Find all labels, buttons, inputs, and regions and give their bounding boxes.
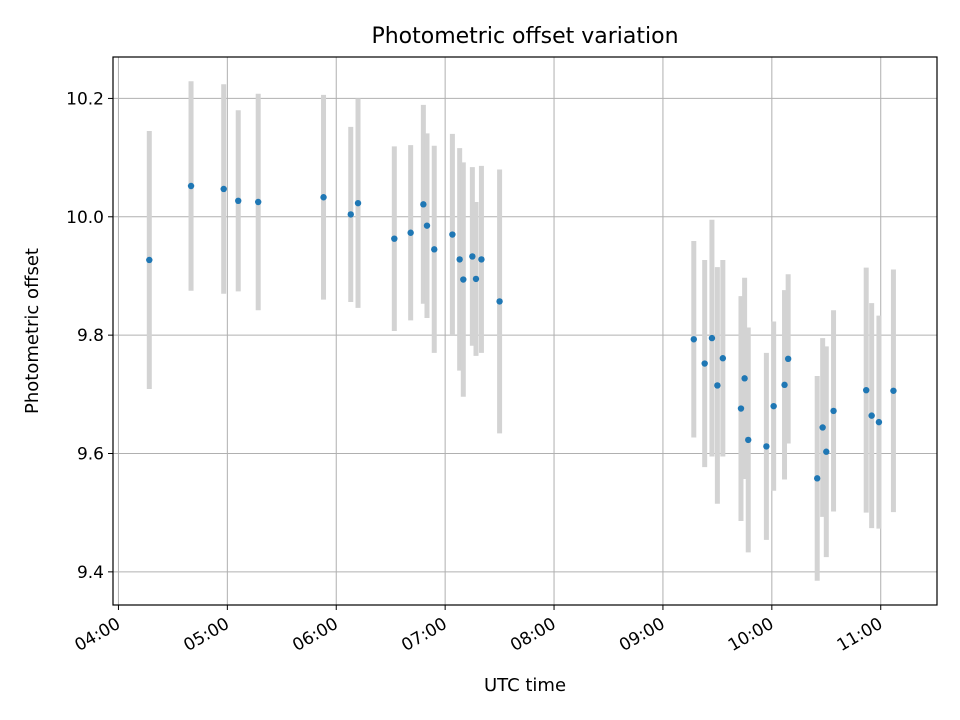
data-point <box>460 276 467 283</box>
data-point <box>868 412 875 419</box>
data-point <box>449 231 456 238</box>
y-tick-label: 10.2 <box>66 89 104 109</box>
data-point <box>701 360 708 367</box>
data-point <box>781 381 788 389</box>
data-point <box>391 235 398 242</box>
data-point <box>823 448 830 455</box>
data-point <box>320 194 327 201</box>
data-point <box>469 253 476 260</box>
data-point <box>784 355 792 363</box>
data-point <box>714 382 721 389</box>
y-axis-ticks: 9.4 9.6 9.8 10.0 10.2 <box>66 89 113 583</box>
data-point <box>496 298 503 305</box>
data-point <box>235 197 242 205</box>
data-point <box>347 211 354 218</box>
data-point <box>708 334 716 342</box>
data-point <box>478 256 485 263</box>
data-point <box>819 424 826 431</box>
data-point <box>863 386 870 394</box>
y-tick-label: 10.0 <box>66 208 104 228</box>
data-point <box>254 198 262 206</box>
y-tick-label: 9.6 <box>77 445 104 465</box>
y-axis-label: Photometric offset <box>22 248 43 414</box>
data-point <box>890 387 897 394</box>
data-point <box>814 475 821 482</box>
data-point <box>719 355 727 362</box>
data-point <box>763 443 770 450</box>
plot-frame <box>112 56 938 606</box>
data-point <box>431 246 438 253</box>
data-point <box>690 336 697 343</box>
grid-lines <box>113 57 937 605</box>
data-point <box>187 182 195 190</box>
data-point <box>220 185 227 193</box>
data-point <box>770 402 777 410</box>
data-point <box>456 256 463 263</box>
data-point <box>423 222 431 229</box>
data-point <box>354 199 362 207</box>
y-tick-label: 9.8 <box>77 326 104 346</box>
chart-title: Photometric offset variation <box>371 24 678 49</box>
data-point <box>407 229 414 236</box>
x-axis-label: UTC time <box>484 675 566 696</box>
data-point <box>420 201 427 208</box>
data-point <box>472 275 480 283</box>
y-tick-label: 9.4 <box>77 563 104 583</box>
data-point <box>741 375 748 382</box>
data-point <box>875 418 883 426</box>
data-point <box>830 407 837 415</box>
data-point <box>146 256 153 264</box>
data-point <box>737 405 745 412</box>
data-points <box>146 182 897 482</box>
data-point <box>745 436 752 444</box>
